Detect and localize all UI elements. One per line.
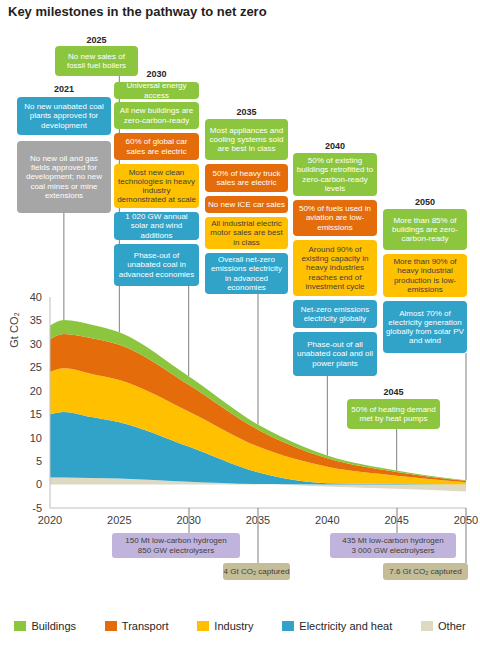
svg-text:2035: 2035 xyxy=(246,514,270,526)
html-text:4 Gt CO₂ captured: 4 Gt CO₂ captured xyxy=(223,566,290,576)
svg-text:2040: 2040 xyxy=(315,514,339,526)
html-text:Phase-out of unabated coal in: Phase-out of unabated coal in advanced e… xyxy=(118,251,195,279)
html-text:3 000 GW electrolysers: 3 000 GW electrolysers xyxy=(351,545,435,555)
html-text:No new sales of fossil fuel bo: No new sales of fossil fuel boilers xyxy=(66,51,127,70)
html-text:Electricity and heat: Electricity and heat xyxy=(299,620,393,632)
html-text:2025: 2025 xyxy=(86,35,107,45)
html-text:Buildings: Buildings xyxy=(31,620,76,632)
html-text:Other: Other xyxy=(438,620,466,632)
html-text:Around 90% of existing capacit: Around 90% of existing capacity in heavy… xyxy=(301,245,369,291)
svg-text:2045: 2045 xyxy=(384,514,408,526)
svg-text:2020: 2020 xyxy=(38,514,62,526)
html-text:More than 90% of heavy industr: More than 90% of heavy industrial produc… xyxy=(393,257,457,294)
html-text:No new ICE car sales: No new ICE car sales xyxy=(208,199,285,209)
html-text:50% of heating demand met by h: 50% of heating demand met by heat pumps xyxy=(351,404,436,423)
html-text:50% of heavy truck sales are e: 50% of heavy truck sales are electric xyxy=(212,168,281,187)
svg-text:5: 5 xyxy=(36,455,42,467)
html-text:2045: 2045 xyxy=(383,387,404,397)
svg-text:10: 10 xyxy=(30,432,42,444)
html-text:Phase-out of all unabated coal: Phase-out of all unabated coal and oil p… xyxy=(297,340,373,368)
svg-text:2025: 2025 xyxy=(107,514,131,526)
html-text:Transport: Transport xyxy=(121,620,169,632)
svg-text:2050: 2050 xyxy=(454,514,472,526)
html-text:50% of existing buildings retr: 50% of existing buildings retrofitted to… xyxy=(296,156,374,193)
svg-text:-5: -5 xyxy=(32,502,42,514)
html-text:435 Mt low-carbon hydrogen: 435 Mt low-carbon hydrogen xyxy=(342,536,444,546)
html-text:2030: 2030 xyxy=(146,69,167,79)
html-text:Overall net-zero emissions ele: Overall net-zero emissions electricity i… xyxy=(210,255,283,292)
html-text:All new buildings are zero-car: All new buildings are zero-carbon-ready xyxy=(119,106,194,125)
html-text:7.6 Gt CO₂ captured: 7.6 Gt CO₂ captured xyxy=(389,566,462,576)
html-text:More than 85% of buildings are: More than 85% of buildings are zero-carb… xyxy=(392,215,458,244)
html-text:60% of global car sales are el: 60% of global car sales are electric xyxy=(125,137,188,156)
html-text:Key milestones in the pathway: Key milestones in the pathway to net zer… xyxy=(8,4,267,19)
svg-text:20: 20 xyxy=(30,385,42,397)
html-text:850 GW electrolysers: 850 GW electrolysers xyxy=(137,545,215,555)
html-text:Universal energy access: Universal energy access xyxy=(126,81,187,100)
html-text:2040: 2040 xyxy=(325,141,345,151)
html-text:Almost 70% of electricity gene: Almost 70% of electricity generation glo… xyxy=(386,308,464,346)
html-text:No new oil and gas fields appr: No new oil and gas fields approved for d… xyxy=(26,154,102,200)
html-text:Industry: Industry xyxy=(214,620,254,632)
html-text:2021: 2021 xyxy=(54,84,74,94)
svg-text:40: 40 xyxy=(30,291,42,303)
html-text:Net-zero emissions electricity: Net-zero emissions electricity globally xyxy=(300,304,370,323)
html-text:50% of fuels used in aviation: 50% of fuels used in aviation are low-em… xyxy=(299,204,371,232)
svg-text:15: 15 xyxy=(30,408,42,420)
html-text:2050: 2050 xyxy=(415,197,435,207)
html-text:Gt CO₂: Gt CO₂ xyxy=(8,312,20,348)
svg-text:2030: 2030 xyxy=(176,514,200,526)
svg-text:0: 0 xyxy=(36,478,42,490)
svg-text:25: 25 xyxy=(30,361,42,373)
html-text:All industrial electric motor: All industrial electric motor sales are … xyxy=(210,219,283,247)
svg-text:35: 35 xyxy=(30,314,42,326)
svg-text:30: 30 xyxy=(30,338,42,350)
html-text:1 020 GW annual solar and wind: 1 020 GW annual solar and wind additions xyxy=(125,212,188,240)
html-text:No new unabated coal plants ap: No new unabated coal plants approved for… xyxy=(24,102,104,130)
html-text:150 Mt low-carbon hydrogen: 150 Mt low-carbon hydrogen xyxy=(125,536,227,546)
html-text:Most new clean technologies in: Most new clean technologies in heavy ind… xyxy=(117,167,196,205)
html-text:Most appliances and cooling sy: Most appliances and cooling systems sold… xyxy=(209,125,284,154)
html-text:2035: 2035 xyxy=(236,107,257,117)
